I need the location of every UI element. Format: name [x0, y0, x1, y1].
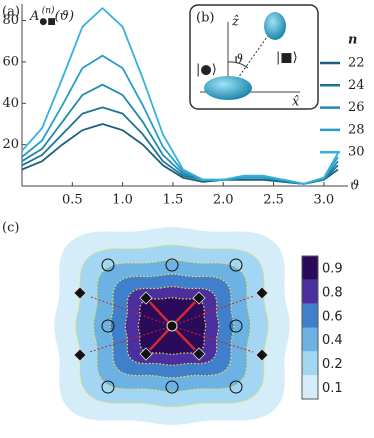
- contour-line: [137, 297, 207, 355]
- site-diamond: [192, 291, 206, 305]
- x-label: x̂: [292, 95, 300, 110]
- colorbar-label: 0.4: [322, 333, 343, 348]
- x-tick-label: 1.0: [112, 193, 133, 208]
- legend-label: 26: [348, 100, 365, 115]
- colorbar-block: [302, 375, 318, 399]
- site-diamond: [73, 348, 87, 362]
- colorbar-block: [302, 256, 318, 280]
- x-tick-label: 2.5: [263, 193, 284, 208]
- y-label-arg: (ϑ): [55, 9, 74, 24]
- site-circle: [229, 258, 243, 272]
- legend-label: 22: [348, 56, 365, 71]
- colorbar-label: 0.9: [322, 262, 343, 277]
- x-tick-label: 0.5: [62, 193, 83, 208]
- x-tick-label: 2.0: [213, 193, 234, 208]
- y-tick-label: 40: [2, 96, 19, 111]
- site-diamond: [255, 348, 269, 362]
- x-axis-label: ϑ: [350, 179, 359, 194]
- y-tick-label: 20: [2, 137, 19, 152]
- oblate-ellipsoid: [204, 76, 252, 100]
- prolate-ellipsoid: [264, 12, 286, 40]
- dotted-arrow: [89, 295, 173, 327]
- colorbar-block: [302, 279, 318, 304]
- site-diamond: [255, 286, 269, 300]
- site-circle: [229, 380, 243, 394]
- y-label-sup: (n): [42, 5, 55, 16]
- site-circle: [101, 258, 115, 272]
- legend-title: n: [348, 33, 357, 48]
- inset: (b) ẑ x̂ ϑ |●⟩ |■⟩: [189, 4, 319, 110]
- state-label: |■⟩: [276, 51, 298, 66]
- site-diamond: [192, 347, 206, 361]
- center-dot: [166, 320, 178, 332]
- site-diamond: [139, 347, 153, 361]
- site-circle: [229, 319, 243, 333]
- series-line: [21, 7, 339, 185]
- colorbar-block: [302, 303, 318, 328]
- colorbar-label: 0.2: [322, 357, 343, 372]
- panel-label: (c): [2, 221, 19, 236]
- colorbar-block: [302, 351, 318, 376]
- colorbar-frame: [301, 255, 319, 400]
- colorbar-label: 0.1: [322, 381, 343, 396]
- state-label: |●⟩: [196, 63, 217, 78]
- site-circle: [101, 319, 115, 333]
- site-circle: [101, 380, 115, 394]
- contour-line: [92, 259, 252, 393]
- inset-label: (b): [196, 11, 214, 26]
- contour-line: [124, 286, 220, 366]
- y-axis-label: A●■(n)(ϑ): [29, 5, 74, 27]
- angle-arc: [227, 61, 249, 69]
- legend-label: 30: [348, 145, 365, 160]
- arrow: [171, 325, 196, 351]
- series-line: [21, 106, 339, 185]
- y-label-base: A: [29, 9, 39, 24]
- series-line: [21, 123, 339, 185]
- site-circle: [165, 258, 179, 272]
- site-diamond: [73, 286, 87, 300]
- legend-label: 24: [348, 78, 365, 93]
- colorbar-label: 0.8: [322, 285, 343, 300]
- y-tick-label: 80: [2, 13, 19, 28]
- x-tick-label: 1.5: [163, 193, 184, 208]
- x-tick-label: 3.0: [314, 193, 335, 208]
- legend-label: 28: [348, 122, 365, 137]
- z-label: ẑ: [231, 15, 239, 30]
- colorbar-label: 0.6: [322, 309, 343, 324]
- arrow: [171, 301, 196, 327]
- site-diamond: [139, 291, 153, 305]
- colorbar-block: [302, 327, 318, 352]
- y-label-sub: ●■: [39, 17, 55, 27]
- angle-label: ϑ: [234, 53, 243, 68]
- site-circle: [165, 380, 179, 394]
- panel-label: (a): [2, 5, 20, 20]
- dotted-arrow: [89, 325, 173, 353]
- contour-line: [109, 273, 235, 379]
- y-tick-label: 60: [2, 54, 19, 69]
